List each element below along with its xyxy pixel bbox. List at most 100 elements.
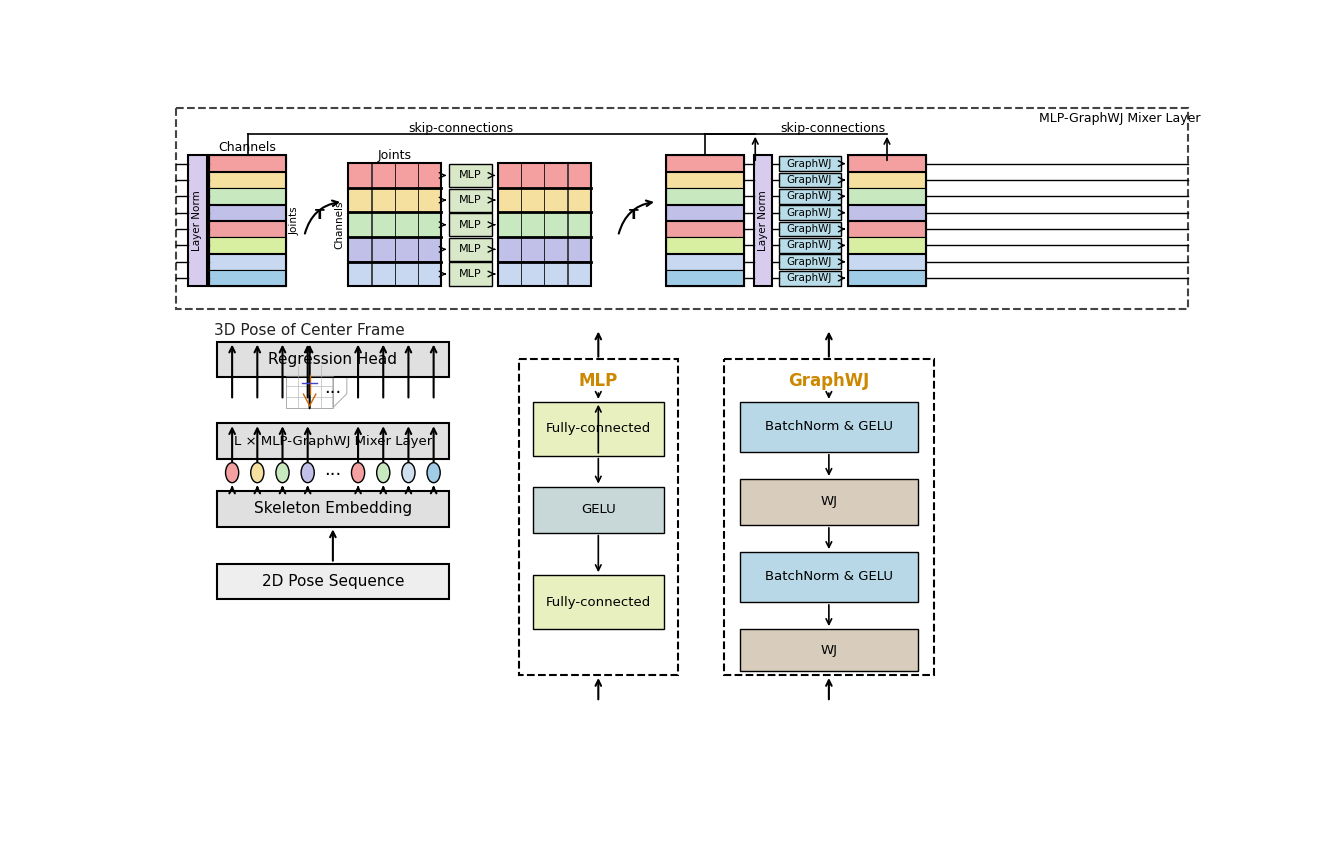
Bar bbox=[778, 173, 841, 187]
Bar bbox=[521, 261, 544, 286]
Bar bbox=[418, 237, 442, 261]
Bar bbox=[348, 237, 371, 261]
Text: MLP: MLP bbox=[459, 220, 481, 230]
Bar bbox=[450, 262, 492, 286]
Bar bbox=[849, 221, 926, 237]
Bar bbox=[450, 189, 492, 212]
Bar bbox=[450, 213, 492, 236]
Bar bbox=[497, 237, 521, 261]
Bar bbox=[666, 156, 743, 172]
Bar bbox=[849, 237, 926, 253]
Text: GraphWJ: GraphWJ bbox=[787, 158, 833, 168]
Text: GraphWJ: GraphWJ bbox=[787, 240, 833, 250]
Ellipse shape bbox=[251, 463, 263, 483]
Bar bbox=[533, 575, 664, 629]
Ellipse shape bbox=[351, 463, 364, 483]
Bar bbox=[521, 163, 544, 188]
Bar bbox=[521, 212, 544, 237]
Bar bbox=[209, 221, 286, 237]
Bar bbox=[371, 188, 395, 212]
Bar bbox=[666, 237, 743, 253]
Text: skip-connections: skip-connections bbox=[408, 122, 513, 135]
Text: MLP: MLP bbox=[459, 195, 481, 205]
Bar bbox=[778, 222, 841, 237]
Text: Layer Norm: Layer Norm bbox=[193, 190, 202, 251]
Text: MLP: MLP bbox=[459, 269, 481, 279]
Text: 3D Pose of Center Frame: 3D Pose of Center Frame bbox=[214, 323, 406, 338]
Bar bbox=[544, 212, 568, 237]
Bar bbox=[568, 212, 591, 237]
Bar bbox=[209, 156, 286, 172]
Bar bbox=[568, 237, 591, 261]
Bar bbox=[395, 237, 418, 261]
Text: Channels: Channels bbox=[334, 201, 344, 249]
Bar bbox=[286, 365, 332, 408]
Ellipse shape bbox=[275, 463, 289, 483]
Bar bbox=[778, 271, 841, 286]
Bar bbox=[176, 107, 1188, 310]
Bar bbox=[778, 206, 841, 220]
Bar bbox=[739, 402, 918, 452]
Bar bbox=[568, 261, 591, 286]
Bar bbox=[209, 205, 286, 221]
Bar bbox=[544, 163, 568, 188]
Ellipse shape bbox=[301, 463, 314, 483]
Text: GraphWJ: GraphWJ bbox=[787, 191, 833, 201]
Bar bbox=[450, 164, 492, 187]
Bar bbox=[371, 163, 395, 188]
Bar bbox=[348, 212, 371, 237]
Bar bbox=[849, 156, 926, 286]
Bar bbox=[497, 163, 591, 286]
Text: MLP: MLP bbox=[459, 244, 481, 255]
Text: T: T bbox=[315, 208, 325, 222]
Bar bbox=[778, 189, 841, 204]
Text: 2D Pose Sequence: 2D Pose Sequence bbox=[262, 574, 404, 589]
Text: GELU: GELU bbox=[581, 503, 616, 516]
Bar bbox=[666, 270, 743, 286]
Bar bbox=[521, 237, 544, 261]
Bar bbox=[450, 238, 492, 261]
Bar bbox=[371, 237, 395, 261]
Bar bbox=[217, 342, 450, 377]
Ellipse shape bbox=[427, 463, 440, 483]
Text: Joints: Joints bbox=[289, 206, 299, 235]
Bar bbox=[519, 360, 678, 675]
Bar bbox=[544, 237, 568, 261]
Text: GraphWJ: GraphWJ bbox=[787, 224, 833, 234]
Bar bbox=[778, 238, 841, 253]
Text: BatchNorm & GELU: BatchNorm & GELU bbox=[765, 570, 892, 584]
Bar bbox=[395, 188, 418, 212]
Bar bbox=[209, 156, 286, 286]
Ellipse shape bbox=[226, 463, 238, 483]
Bar bbox=[754, 156, 773, 286]
Text: GraphWJ: GraphWJ bbox=[789, 372, 870, 390]
Bar bbox=[395, 261, 418, 286]
Text: Joints: Joints bbox=[378, 149, 412, 162]
Bar bbox=[348, 261, 371, 286]
Text: WJ: WJ bbox=[821, 496, 838, 508]
Bar bbox=[418, 261, 442, 286]
Bar bbox=[348, 163, 371, 188]
Text: L × MLP-GraphWJ Mixer Layer: L × MLP-GraphWJ Mixer Layer bbox=[234, 435, 432, 448]
Text: Skeleton Embedding: Skeleton Embedding bbox=[254, 502, 412, 516]
Text: Regression Head: Regression Head bbox=[269, 352, 398, 367]
Bar bbox=[209, 188, 286, 204]
Bar bbox=[666, 188, 743, 204]
Bar bbox=[666, 254, 743, 270]
Bar bbox=[739, 629, 918, 672]
Bar bbox=[533, 486, 664, 533]
Bar bbox=[533, 402, 664, 456]
Text: ...: ... bbox=[325, 379, 342, 397]
Bar bbox=[418, 163, 442, 188]
Text: GraphWJ: GraphWJ bbox=[787, 207, 833, 217]
Bar bbox=[209, 237, 286, 253]
Bar bbox=[497, 163, 521, 188]
Text: MLP-GraphWJ Mixer Layer: MLP-GraphWJ Mixer Layer bbox=[1039, 112, 1200, 125]
Bar bbox=[217, 492, 450, 526]
Text: BatchNorm & GELU: BatchNorm & GELU bbox=[765, 420, 892, 433]
Bar bbox=[849, 205, 926, 221]
Text: ...: ... bbox=[325, 460, 342, 479]
Bar bbox=[497, 261, 521, 286]
Text: Fully-connected: Fully-connected bbox=[545, 422, 650, 436]
Text: GraphWJ: GraphWJ bbox=[787, 175, 833, 185]
